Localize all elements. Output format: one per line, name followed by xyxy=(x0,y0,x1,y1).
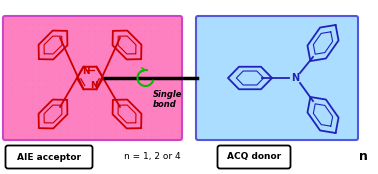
Text: n = 1, 2 or 4: n = 1, 2 or 4 xyxy=(124,152,180,161)
FancyBboxPatch shape xyxy=(6,145,93,168)
Text: N: N xyxy=(90,81,98,90)
Text: AIE acceptor: AIE acceptor xyxy=(17,152,81,161)
FancyBboxPatch shape xyxy=(196,16,358,140)
FancyBboxPatch shape xyxy=(217,145,291,168)
Text: Single
bond: Single bond xyxy=(152,90,182,109)
Text: N: N xyxy=(291,73,299,83)
Text: N: N xyxy=(82,68,90,77)
FancyBboxPatch shape xyxy=(3,16,182,140)
Text: ACQ donor: ACQ donor xyxy=(227,152,281,161)
Text: n: n xyxy=(359,151,367,164)
